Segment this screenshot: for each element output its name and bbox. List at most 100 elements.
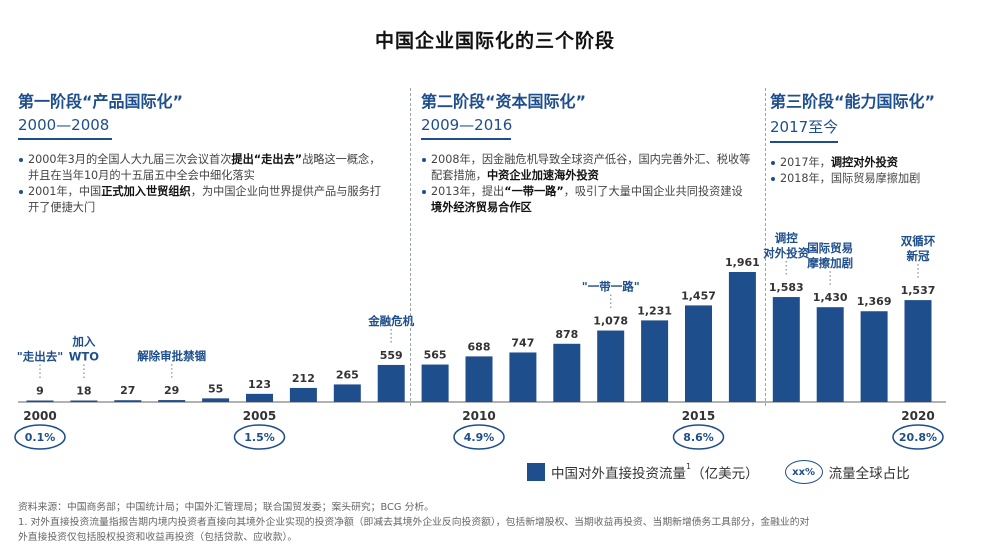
phase-3-bullet: 2018年，国际贸易摩擦加剧	[770, 171, 985, 187]
value-label-2015: 1,457	[681, 289, 716, 302]
annotation-2001: WTO	[69, 350, 100, 364]
value-label-2014: 1,231	[637, 304, 672, 317]
bar-2000	[26, 400, 54, 402]
phase-3-underline	[770, 141, 838, 143]
legend-share-badge: xx%	[784, 460, 823, 484]
bar-2018	[816, 307, 844, 402]
value-label-2000: 9	[36, 385, 44, 398]
phase-2-bullet: 2013年，提出“一带一路”，吸引了大量中国企业共同投资建设境外经济贸易合作区	[421, 184, 751, 216]
share-label-2005: 1.5%	[244, 431, 275, 444]
annotation-2017: 调控	[775, 231, 798, 245]
value-label-2005: 123	[248, 378, 271, 391]
share-ellipse-2015	[672, 424, 725, 450]
bar-2019	[860, 311, 888, 402]
phase-2: 第二阶段“资本国际化” 2009—2016 2008年，因金融危机导致全球资产低…	[421, 88, 751, 216]
x-tick-label-2000: 2000	[23, 409, 56, 423]
annotation-2018: 摩擦加剧	[807, 256, 853, 270]
page-title: 中国企业国际化的三个阶段	[374, 30, 615, 52]
footnote-definition-1: 1. 对外直接投资流量指报告期内境内投资者直接向其境外企业实现的投资净额（即减去…	[18, 517, 810, 528]
phase-3-bullets: 2017年，调控对外投资 2018年，国际贸易摩擦加剧	[770, 155, 985, 187]
annotation-2018: 国际贸易	[807, 241, 853, 255]
bar-2004	[202, 398, 230, 402]
value-label-2017: 1,583	[769, 281, 804, 294]
phase-3-years: 2017至今	[770, 118, 839, 136]
annotation-2008: 金融危机	[367, 314, 414, 328]
bar-2006	[289, 387, 317, 402]
bar-2016	[728, 272, 756, 402]
phase-2-bullet: 2008年，因金融危机导致全球资产低谷，国内完善外汇、税收等配套措施，中资企业加…	[421, 152, 751, 184]
share-label-2015: 8.6%	[683, 431, 714, 444]
share-ellipse-2000	[14, 424, 66, 450]
phase-3-title: 第三阶段“能力国际化”	[770, 92, 936, 111]
chart-legend: 中国对外直接投资流量1（亿美元） xx% 流量全球占比	[527, 460, 910, 484]
x-tick-label-2005: 2005	[243, 409, 276, 423]
value-label-2006: 212	[292, 372, 315, 385]
value-label-2011: 747	[511, 336, 534, 349]
annotation-2020: 新冠	[907, 249, 930, 263]
phase-1-bullets: 2000年3月的全国人大九届三次会议首次提出“走出去”战略这一概念，并且在当年1…	[18, 152, 390, 216]
value-label-2001: 18	[76, 385, 91, 398]
share-label-2010: 4.9%	[464, 431, 495, 444]
value-label-2019: 1,369	[857, 295, 892, 308]
footnote-definition-2: 外直接投资仅包括股权投资和收益再投资（包括贷款、应收款）。	[18, 532, 298, 543]
annotation-2013: "一带一路"	[582, 280, 640, 294]
bar-2014	[641, 320, 669, 402]
value-label-2018: 1,430	[813, 291, 848, 304]
annotation-2020: 双循环	[900, 234, 936, 248]
bar-2013	[597, 330, 625, 402]
bar-2005	[246, 393, 273, 402]
bar-2009	[421, 364, 449, 402]
phase-1-bullet: 2001年，中国正式加入世贸组织，为中国企业向世界提供产品与服务打开了便捷大门	[18, 184, 390, 216]
share-ellipse-2020	[892, 424, 944, 450]
value-label-2013: 1,078	[593, 315, 628, 328]
share-ellipse-2010	[453, 424, 505, 450]
phase-2-bullets: 2008年，因金融危机导致全球资产低谷，国内完善外汇、税收等配套措施，中资企业加…	[421, 152, 751, 216]
legend-share-label: 流量全球占比	[828, 466, 910, 482]
phase-2-years: 2009—2016	[421, 116, 513, 134]
bar-2003	[158, 400, 186, 402]
bar-2020	[904, 300, 932, 402]
phase-1-underline	[18, 138, 112, 140]
x-tick-label-2020: 2020	[901, 409, 934, 423]
annotation-2017: 对外投资	[763, 246, 809, 260]
legend-series-label: 中国对外直接投资流量1（亿美元）	[551, 462, 759, 482]
phase-1: 第一阶段“产品国际化” 2000—2008 2000年3月的全国人大九届三次会议…	[18, 88, 390, 216]
value-label-2012: 878	[555, 328, 578, 341]
phase-2-title: 第二阶段“资本国际化”	[421, 92, 587, 111]
phase-divider-1	[410, 88, 411, 406]
share-label-2020: 20.8%	[899, 431, 937, 444]
bar-2011	[509, 352, 537, 402]
phase-1-bullet: 2000年3月的全国人大九届三次会议首次提出“走出去”战略这一概念，并且在当年1…	[18, 152, 390, 184]
phase-1-years: 2000—2008	[18, 116, 110, 134]
value-label-2016: 1,961	[725, 256, 760, 269]
bar-2001	[70, 400, 98, 402]
value-label-2002: 27	[120, 384, 135, 397]
annotation-2000: "走出去"	[17, 350, 63, 364]
phase-3: 第三阶段“能力国际化” 2017至今 2017年，调控对外投资 2018年，国际贸…	[770, 88, 985, 187]
bar-2010	[465, 356, 493, 402]
footnotes: 资料来源：中国商务部；中国统计局；中国外汇管理局；联合国贸发委；案头研究；BCG…	[18, 500, 978, 545]
phase-2-underline	[421, 138, 511, 140]
bar-2008	[377, 364, 405, 402]
phase-divider-2	[765, 88, 766, 406]
footnote-source: 资料来源：中国商务部；中国统计局；中国外汇管理局；联合国贸发委；案头研究；BCG…	[18, 502, 434, 513]
value-label-2007: 265	[336, 368, 359, 381]
value-label-2003: 29	[164, 384, 179, 397]
bar-2002	[114, 400, 142, 402]
value-label-2004: 55	[208, 382, 223, 395]
share-ellipse-2005	[233, 424, 286, 450]
value-label-2010: 688	[468, 340, 491, 353]
fdi-bar-chart: 9 18 27 29 55 123 212 265 559 565 688 747 878 1,078 1,…	[14, 231, 946, 450]
annotation-2003: 解除审批禁锢	[137, 349, 206, 363]
annotation-2001: 加入	[71, 335, 95, 349]
bar-2007	[333, 384, 361, 402]
x-tick-label-2015: 2015	[682, 409, 715, 423]
share-label-2000: 0.1%	[25, 431, 56, 444]
value-label-2009: 565	[424, 349, 447, 362]
phase-3-bullet: 2017年，调控对外投资	[770, 155, 985, 171]
bar-2015	[685, 305, 712, 402]
legend-swatch-fdi	[527, 463, 545, 481]
bar-2017	[772, 297, 800, 402]
bar-2012	[553, 343, 581, 402]
value-label-2008: 559	[380, 349, 403, 362]
